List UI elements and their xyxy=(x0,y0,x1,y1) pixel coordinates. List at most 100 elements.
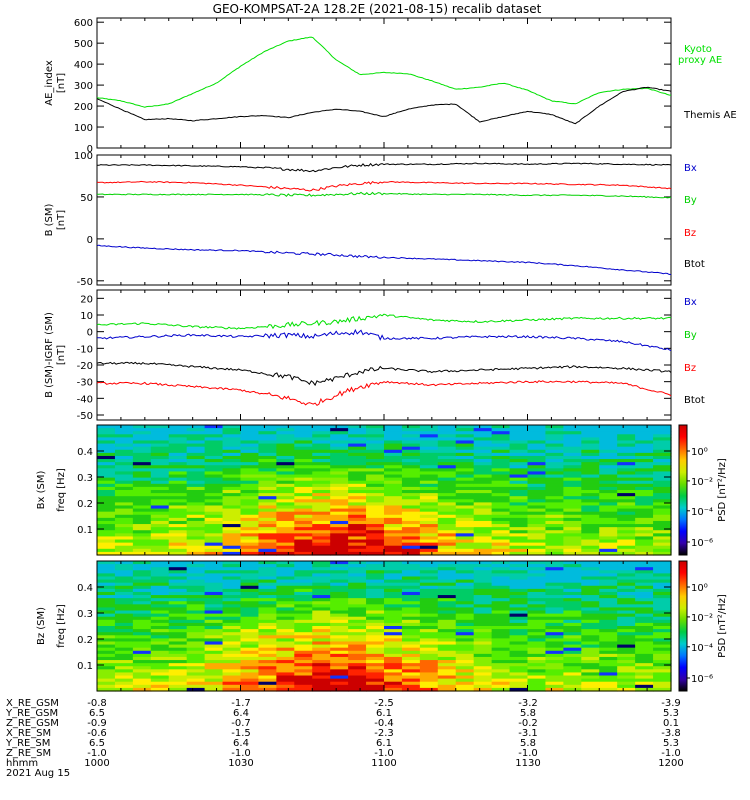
spectrogram-cell xyxy=(366,505,385,510)
spectrogram-cell xyxy=(294,511,313,516)
spectrogram-cell xyxy=(455,656,475,661)
spectrogram-cell xyxy=(330,656,349,661)
spectrogram-cell xyxy=(276,440,295,445)
spectrogram-cell xyxy=(330,443,349,448)
spectrogram-cell xyxy=(276,681,295,686)
spectrogram-cell xyxy=(401,607,421,612)
spectrogram-cell xyxy=(258,493,277,497)
spectrogram-cell xyxy=(330,666,349,670)
spectrogram-cell xyxy=(527,656,547,661)
spectrogram-cell xyxy=(330,626,349,630)
spectrogram-cell xyxy=(455,576,475,581)
spectrogram-cell xyxy=(473,681,493,686)
spectrogram-cell xyxy=(276,616,295,621)
spectrogram-cell xyxy=(186,616,206,621)
spectrogram-cell xyxy=(240,446,260,451)
spectrogram-cell xyxy=(97,660,116,664)
spectrogram-cell xyxy=(401,486,421,491)
spectrogram-cell xyxy=(473,641,493,646)
spectrogram-cell xyxy=(527,570,547,574)
spectrogram-cell xyxy=(455,644,475,649)
spectrogram-cell xyxy=(545,455,564,460)
spectrogram-cell xyxy=(437,533,457,538)
spectrogram-cell xyxy=(186,619,206,624)
spectrogram-cell xyxy=(312,449,331,454)
spectrogram-cell xyxy=(276,573,295,578)
spectrogram-cell xyxy=(473,452,493,457)
spectrogram-cell xyxy=(599,660,618,664)
spectrogram-cell xyxy=(168,517,188,522)
spectrogram-cell xyxy=(132,468,152,473)
spectrogram-cell xyxy=(114,514,134,519)
spectrogram-cell xyxy=(348,564,367,568)
spectrogram-cell xyxy=(653,486,672,491)
spectrogram-cell xyxy=(491,434,511,438)
spectrogram-cell xyxy=(97,653,116,658)
spectrogram-cell xyxy=(186,452,206,457)
spectrogram-cell xyxy=(240,579,260,584)
spectrogram-cell xyxy=(132,496,152,500)
spectrogram-cell xyxy=(294,434,313,438)
spectrogram-cell xyxy=(491,483,511,488)
spectrogram-cell xyxy=(599,684,618,689)
spectrogram-cell xyxy=(563,477,582,482)
spectrogram-cell xyxy=(635,520,654,525)
spectrogram-cell xyxy=(635,616,654,621)
spectrogram-cell xyxy=(455,678,475,683)
spectrogram-cell xyxy=(473,539,493,544)
spectrogram-cell xyxy=(222,650,242,655)
spectrogram-cell xyxy=(455,669,475,674)
spectrogram-cell xyxy=(312,647,331,652)
spectrogram-cell xyxy=(222,663,242,667)
spectrogram-cell xyxy=(563,650,582,655)
spectrogram-cell xyxy=(150,517,170,522)
spectrogram-cell xyxy=(527,548,547,553)
spectrogram-cell xyxy=(186,437,206,442)
spectrogram-cell xyxy=(419,675,439,680)
spectrogram-cell xyxy=(509,561,529,565)
spectrogram-cell xyxy=(150,437,170,442)
spectrogram-cell xyxy=(437,678,457,683)
spectrogram-cell xyxy=(222,533,242,538)
spectrogram-cell xyxy=(455,471,475,476)
spectrogram-cell xyxy=(545,622,564,627)
spectrogram-cell xyxy=(419,431,439,435)
spectrogram-cell xyxy=(97,687,116,692)
spectrogram-cell xyxy=(401,678,421,683)
spectrogram-cell xyxy=(348,505,367,510)
spectrogram-cell xyxy=(581,548,600,553)
spectrogram-cell xyxy=(437,622,457,627)
spectrogram-cell xyxy=(653,588,672,593)
spectrogram-cell xyxy=(294,437,313,442)
spectrogram-cell xyxy=(204,564,224,568)
spectrogram-cell xyxy=(294,666,313,670)
spectrogram-cell xyxy=(599,570,618,574)
spectrogram-cell xyxy=(563,520,582,525)
spectrogram-cell xyxy=(168,493,188,497)
spectrogram-cell xyxy=(348,548,367,553)
spectrogram-cell xyxy=(473,613,493,618)
spectrogram-cell xyxy=(581,486,600,491)
spectrogram-cell xyxy=(437,551,457,556)
spectrogram-cell xyxy=(563,604,582,609)
spectrogram-cell xyxy=(384,502,403,507)
spectrogram-cell xyxy=(132,434,152,438)
spectrogram-cell xyxy=(366,650,385,655)
spectrogram-cell xyxy=(509,656,529,661)
spectrogram-cell xyxy=(419,425,439,429)
spectrogram-cell xyxy=(114,610,134,615)
spectrogram-cell xyxy=(114,434,134,438)
spectrogram-cell xyxy=(150,588,170,593)
spectrogram-cell xyxy=(384,514,403,519)
spectrogram-cell xyxy=(240,434,260,438)
spectrogram-cell xyxy=(653,493,672,497)
spectrogram-cell xyxy=(455,666,475,670)
spectrogram-cell xyxy=(563,669,582,674)
colorbar xyxy=(678,424,688,556)
spectrogram-cell xyxy=(240,576,260,581)
spectrogram-cell xyxy=(97,635,116,639)
spectrogram-cell xyxy=(204,669,224,674)
spectrogram-cell xyxy=(455,533,475,538)
spectrogram-cell xyxy=(635,502,654,507)
spectrogram-cell xyxy=(509,480,529,485)
